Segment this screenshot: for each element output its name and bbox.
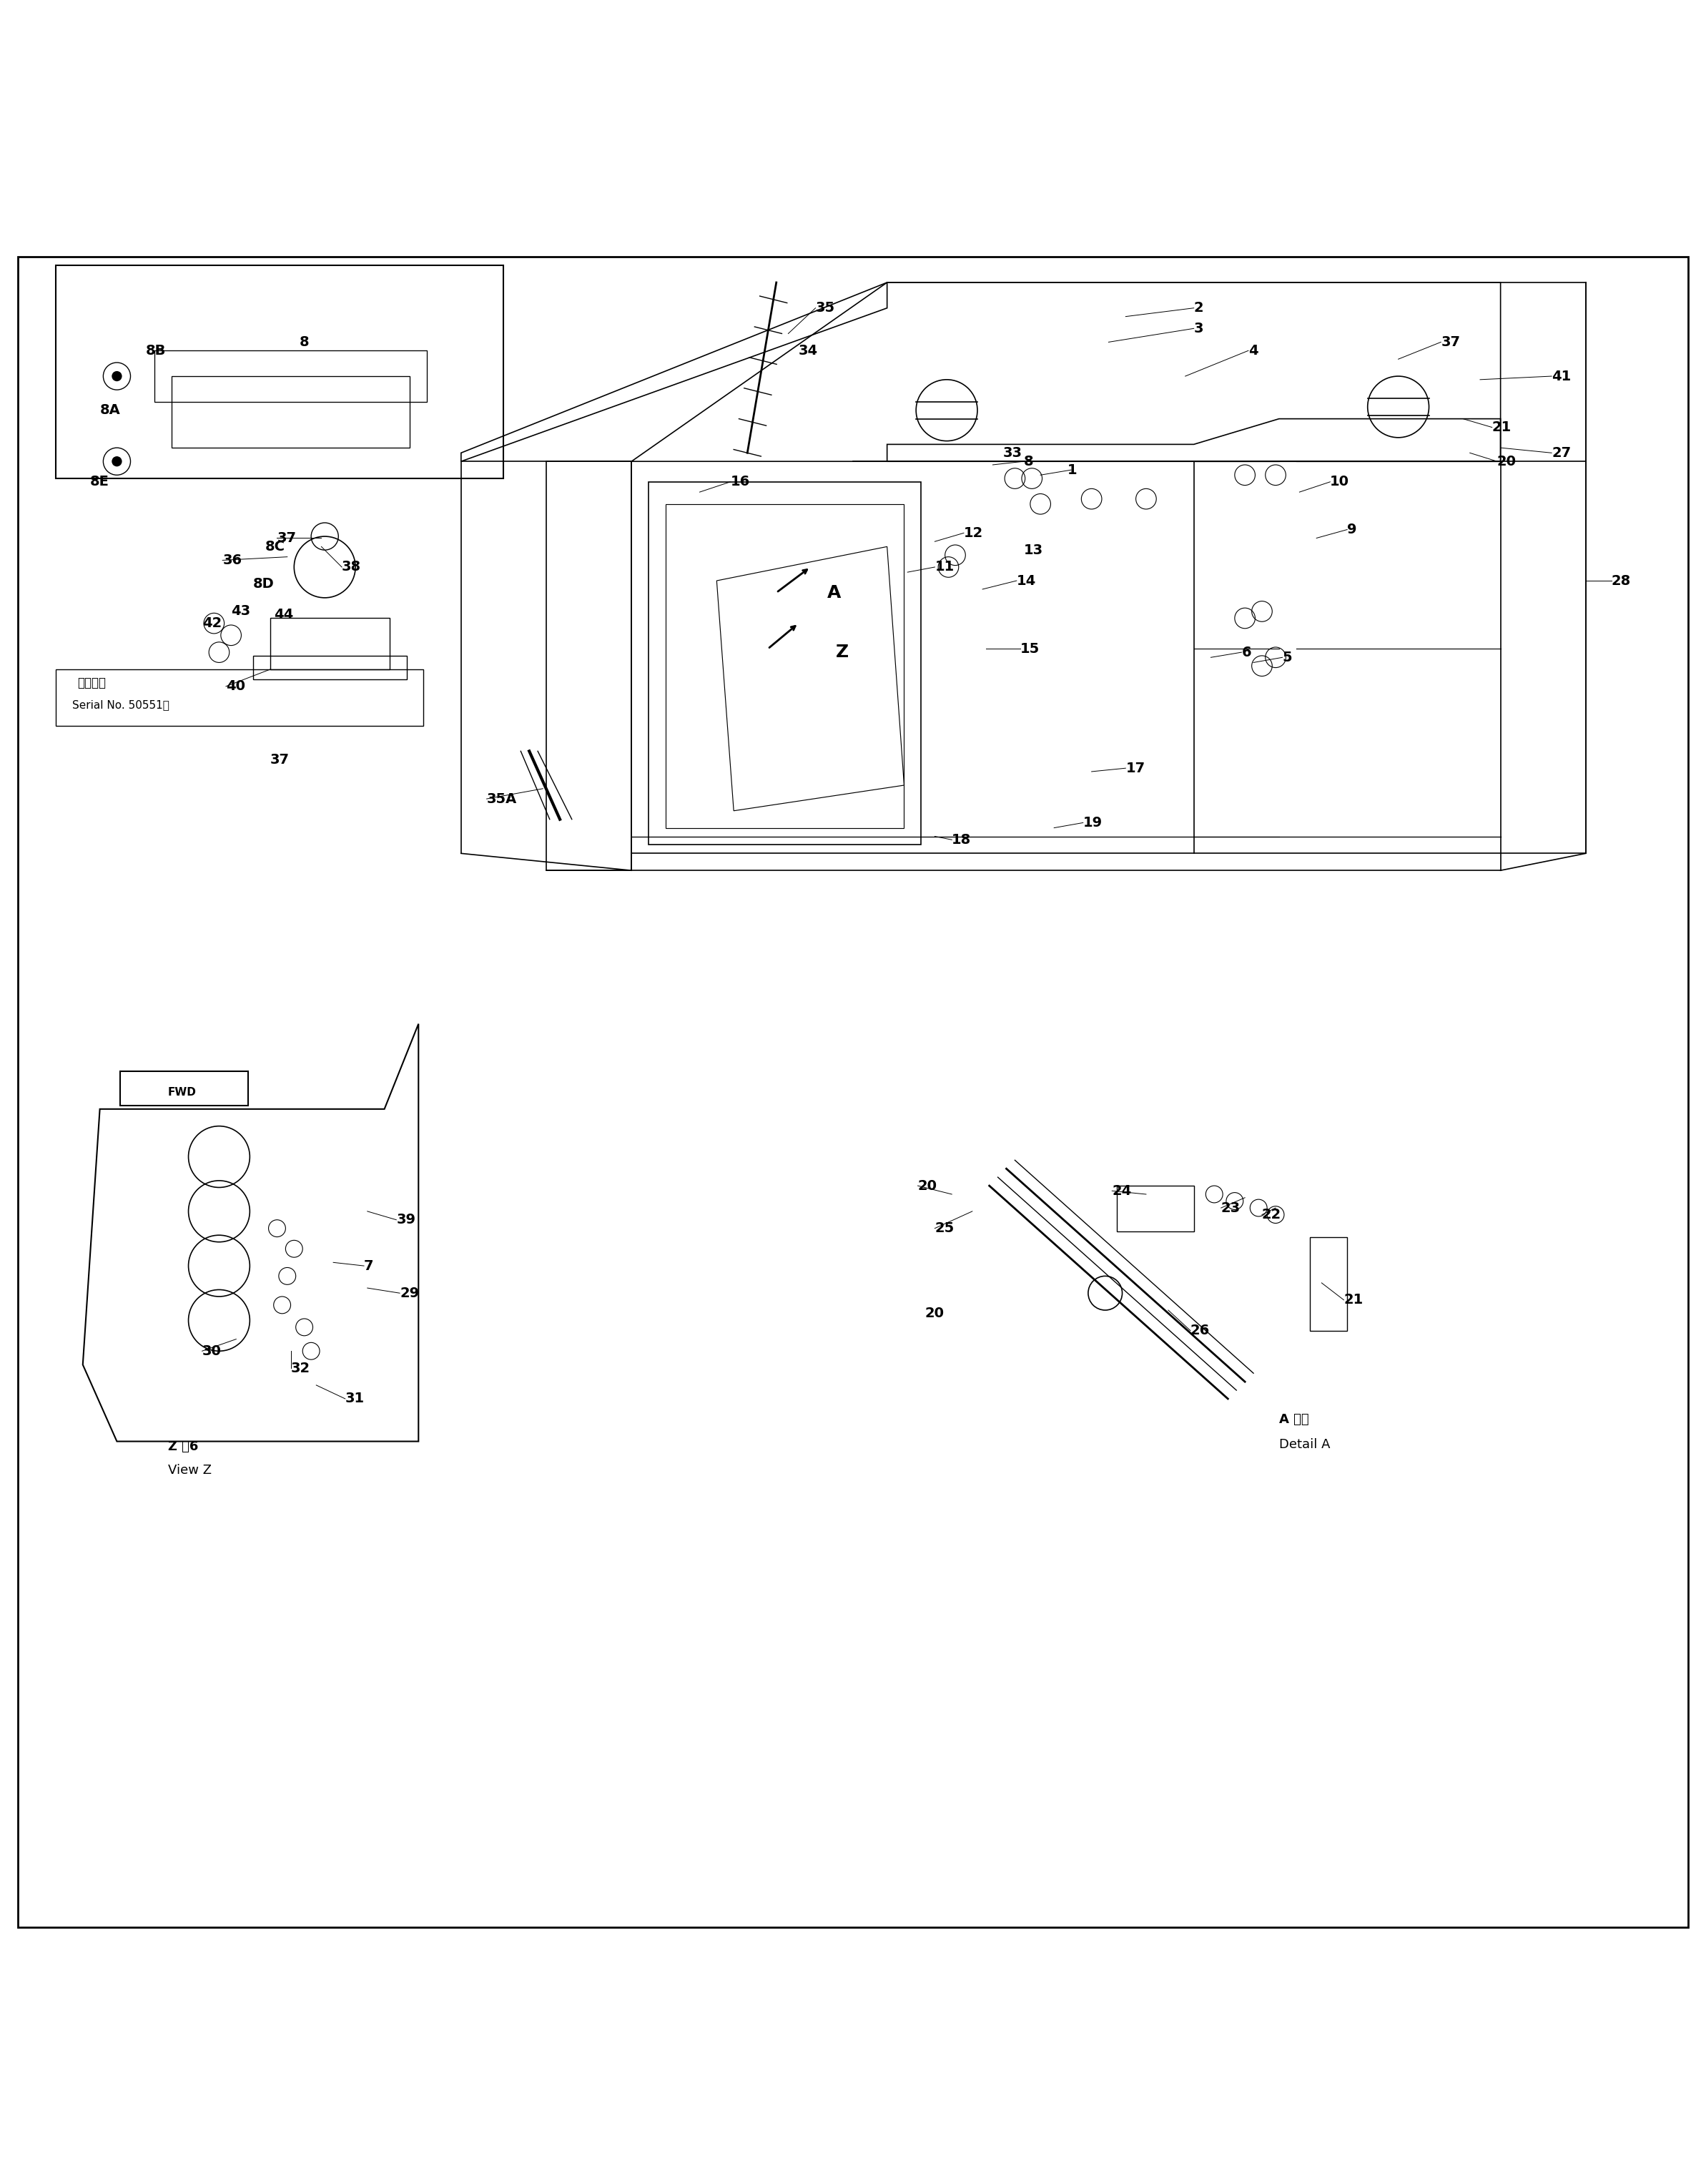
- Text: 8: 8: [299, 336, 309, 349]
- Text: 41: 41: [1552, 369, 1571, 382]
- Text: 22: 22: [1262, 1208, 1281, 1221]
- Text: 30: 30: [201, 1345, 222, 1358]
- Text: 23: 23: [1221, 1201, 1240, 1214]
- Text: 21: 21: [1344, 1293, 1363, 1306]
- Text: 13: 13: [1024, 544, 1042, 557]
- Text: 31: 31: [345, 1391, 365, 1406]
- Bar: [56, 668, 423, 725]
- Text: 20: 20: [918, 1179, 937, 1192]
- Text: 19: 19: [1083, 817, 1102, 830]
- Text: Z 覙6: Z 覙6: [167, 1439, 198, 1452]
- Text: 適用号機: 適用号機: [78, 677, 106, 690]
- Text: 4: 4: [1249, 343, 1257, 358]
- Text: 40: 40: [225, 679, 246, 692]
- Text: 2: 2: [1194, 301, 1203, 314]
- Text: 14: 14: [1017, 574, 1036, 587]
- Text: 25: 25: [935, 1221, 954, 1236]
- Text: 27: 27: [1552, 446, 1571, 459]
- Text: 8C: 8C: [264, 539, 285, 553]
- Text: 8E: 8E: [90, 476, 109, 489]
- Text: 38: 38: [341, 561, 362, 574]
- Text: Detail A: Detail A: [1280, 1439, 1331, 1450]
- Text: 35A: 35A: [486, 793, 517, 806]
- Text: A 詳細: A 詳細: [1280, 1413, 1309, 1426]
- Text: 1: 1: [1068, 463, 1078, 476]
- Text: 37: 37: [276, 531, 297, 544]
- Text: 26: 26: [1191, 1324, 1210, 1337]
- Bar: [121, 1072, 247, 1105]
- Text: 37: 37: [270, 753, 290, 767]
- Text: 28: 28: [1610, 574, 1631, 587]
- Text: 6: 6: [1242, 646, 1250, 660]
- Text: 33: 33: [1003, 446, 1022, 459]
- Text: 39: 39: [396, 1212, 416, 1227]
- Text: 9: 9: [1348, 522, 1356, 537]
- Bar: [56, 266, 503, 478]
- Text: 11: 11: [935, 561, 954, 574]
- Text: Serial No. 50551～: Serial No. 50551～: [73, 699, 169, 710]
- Text: 34: 34: [798, 343, 817, 358]
- Text: 37: 37: [1442, 336, 1460, 349]
- Text: 15: 15: [1020, 642, 1039, 655]
- Text: 17: 17: [1126, 762, 1145, 775]
- Text: 16: 16: [730, 476, 751, 489]
- Text: 29: 29: [399, 1286, 420, 1299]
- Text: 8A: 8A: [101, 404, 121, 417]
- Text: 3: 3: [1194, 321, 1203, 336]
- Text: 32: 32: [290, 1361, 310, 1376]
- Text: A: A: [827, 583, 841, 601]
- Text: 20: 20: [1498, 454, 1517, 467]
- Text: 18: 18: [952, 832, 971, 847]
- Text: 44: 44: [273, 607, 293, 622]
- Circle shape: [113, 371, 121, 382]
- Text: Z: Z: [836, 644, 850, 662]
- Text: 7: 7: [363, 1258, 374, 1273]
- Text: 36: 36: [222, 553, 242, 568]
- Text: 43: 43: [230, 605, 251, 618]
- Text: FWD: FWD: [167, 1088, 196, 1096]
- Text: 24: 24: [1112, 1184, 1131, 1197]
- Circle shape: [113, 456, 121, 467]
- Text: 20: 20: [925, 1306, 943, 1321]
- Text: 21: 21: [1493, 422, 1512, 435]
- Text: 8B: 8B: [145, 343, 165, 358]
- Text: 42: 42: [201, 616, 222, 631]
- Text: 12: 12: [964, 526, 983, 539]
- Text: View Z: View Z: [167, 1463, 212, 1476]
- Text: 8D: 8D: [252, 577, 275, 592]
- Text: 5: 5: [1283, 651, 1291, 664]
- Text: 8: 8: [1024, 454, 1034, 467]
- Text: 10: 10: [1331, 476, 1349, 489]
- Text: 35: 35: [815, 301, 834, 314]
